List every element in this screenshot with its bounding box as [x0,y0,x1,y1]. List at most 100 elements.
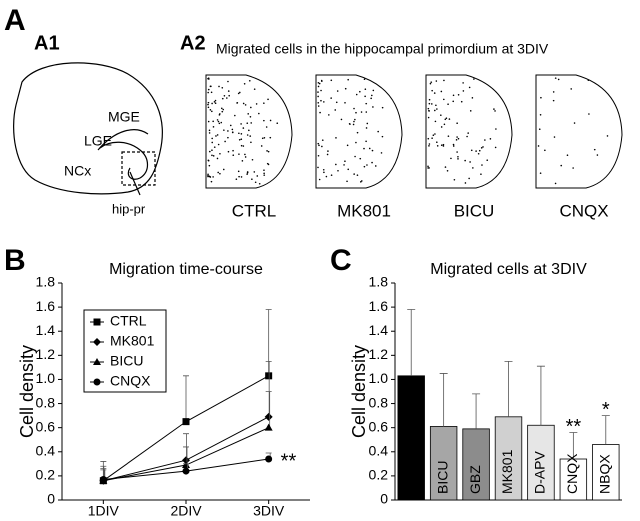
y-tick-label: 0.6 [36,418,56,434]
point [182,467,190,475]
cell-dot [372,106,374,108]
cell-dot [435,104,437,107]
chart-title: Migrated cells at 3DIV [430,261,587,278]
cell-dot [353,107,355,110]
y-tick-label: 0.8 [36,394,56,410]
cell-dot [217,171,219,174]
cell-dot [359,181,362,183]
cell-dot [430,103,433,105]
annotation: ** [281,450,297,472]
panel-label: A2 [180,32,206,54]
cell-dot [472,167,474,169]
cell-dot [457,158,459,160]
cell-dot [540,96,542,99]
cell-dot [346,144,349,147]
cell-dot [263,169,265,171]
cell-dot [343,164,345,166]
cell-dot [587,79,590,81]
bar-label: NBQX [596,454,612,494]
cell-dot [335,163,337,166]
cell-dot [209,176,212,178]
cell-dot [462,90,465,92]
y-tick-label: 1.4 [36,322,56,338]
cell-dot [456,122,458,124]
cell-dot [539,172,542,174]
cell-dot [433,92,436,94]
cell-dot [263,102,265,104]
cell-dot [371,161,373,164]
cell-dot [323,171,325,174]
cell-dot [211,110,213,113]
cell-dot [553,136,556,138]
y-tick-label: 1.0 [36,370,56,386]
cell-dot [442,143,445,146]
cell-dot [366,164,368,166]
cell-dot [214,102,217,105]
cell-dot [246,122,249,125]
cell-dot [212,120,214,123]
point [93,358,101,365]
cell-dot [265,126,268,128]
hippocampus-outline [425,74,513,189]
cell-dot [263,136,266,139]
cell-dot [238,175,240,178]
cell-dot [445,117,448,120]
error-bar [601,415,610,445]
cell-dot [353,173,355,175]
bar [559,458,588,501]
cell-dot [208,150,211,153]
cell-dot [478,149,481,152]
cell-dot [317,95,319,98]
cell-dot [448,118,451,120]
point [93,338,101,346]
panel-title: Migrated cells in the hippocampal primor… [216,41,549,57]
cell-dot [356,174,359,176]
cell-dot [248,79,251,82]
cell-dot [207,91,209,94]
cell-dot [211,141,214,144]
cell-dot [320,89,322,92]
cell-dot [427,137,430,140]
hippocampus-outline [315,74,403,189]
cell-dot [456,136,458,138]
cell-dot [248,129,250,132]
cell-dot [229,124,232,127]
cell-dot [440,90,443,93]
cell-dot [427,116,430,119]
cell-dot [364,95,366,98]
cell-dot [246,173,248,175]
bar [462,428,490,501]
cell-dot [221,86,224,89]
cell-dot [317,154,320,157]
cell-dot [217,120,220,123]
cell-dot [227,150,230,153]
cell-dot [218,85,220,88]
cell-dot [443,98,445,101]
cell-dot [456,151,458,153]
y-tick-label: 0.8 [369,394,389,410]
point [182,418,190,426]
cell-dot [539,113,542,116]
panel-label: C [330,244,352,277]
cell-dot [347,168,350,171]
cell-dot [213,101,216,103]
cell-dot [219,172,221,175]
cell-dot [244,104,247,106]
cell-dot [428,145,430,147]
legend-label: CNQX [110,373,151,389]
cell-dot [251,158,254,161]
cell-dot [334,109,337,111]
cell-dot [239,91,241,94]
cell-dot [457,155,459,158]
cell-dot [218,114,221,116]
cell-dot [471,97,474,99]
cell-dot [242,102,245,105]
cell-dot [457,137,460,140]
y-tick-label: 0.6 [369,418,389,434]
panel-label: A [4,4,26,37]
cell-dot [211,149,213,152]
cell-dot [227,136,229,139]
cell-dot [228,94,230,97]
annotation: ** [566,416,582,438]
